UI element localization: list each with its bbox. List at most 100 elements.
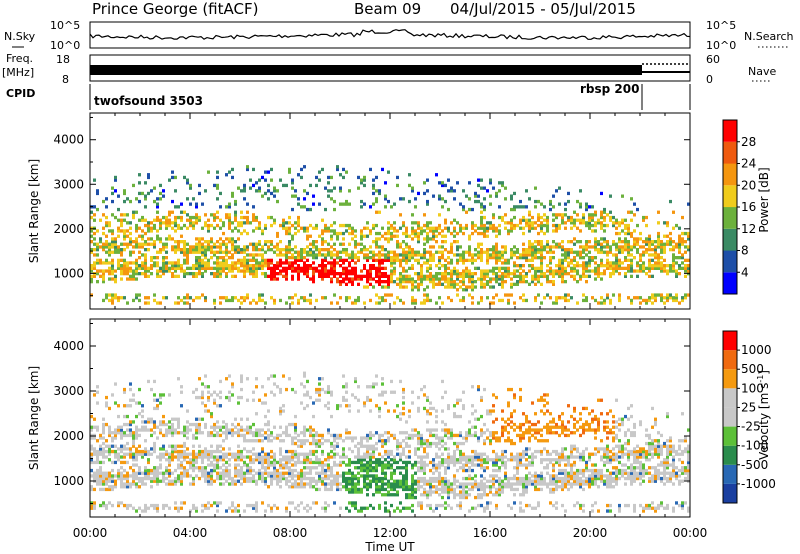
- velocity-cell: [402, 387, 405, 392]
- power-cell: [117, 226, 120, 230]
- velocity-cell: [150, 417, 153, 421]
- power-cell: [156, 301, 159, 305]
- power-cell: [486, 234, 489, 238]
- power-cell: [648, 298, 651, 303]
- power-cell: [189, 183, 192, 188]
- power-cell: [507, 266, 510, 270]
- power-cell: [588, 240, 591, 244]
- power-cell: [174, 264, 177, 268]
- velocity-cell: [264, 468, 267, 473]
- power-cell: [474, 280, 477, 284]
- power-cell: [159, 197, 162, 201]
- velocity-cell: [321, 452, 324, 456]
- power-cell: [321, 266, 324, 270]
- power-cell: [267, 261, 270, 265]
- velocity-cell: [348, 501, 351, 505]
- velocity-cell: [261, 476, 264, 481]
- velocity-cell: [279, 458, 282, 462]
- power-cell: [288, 248, 291, 252]
- power-cell: [510, 250, 513, 254]
- velocity-cell: [249, 476, 252, 481]
- velocity-cell: [252, 447, 255, 451]
- power-cell: [267, 240, 270, 244]
- nsky-label: N.Sky: [4, 30, 36, 43]
- velocity-cell: [330, 449, 333, 454]
- power-cell: [204, 256, 207, 260]
- power-cell: [657, 221, 660, 225]
- power-cell: [348, 261, 351, 265]
- velocity-cell: [414, 447, 417, 451]
- power-cell: [333, 261, 336, 265]
- power-cell: [264, 170, 267, 174]
- velocity-cell: [195, 395, 198, 400]
- power-cell: [669, 231, 672, 236]
- power-cell: [225, 205, 228, 209]
- velocity-cell: [360, 490, 363, 494]
- velocity-cell: [357, 509, 360, 513]
- power-cell: [642, 245, 645, 249]
- velocity-cell: [315, 441, 318, 446]
- velocity-cell: [186, 468, 189, 473]
- power-cell: [456, 221, 459, 225]
- velocity-cell: [279, 439, 282, 443]
- power-cell: [219, 237, 222, 241]
- power-cell: [294, 266, 297, 270]
- power-cell: [531, 256, 534, 260]
- power-cell: [537, 269, 540, 273]
- power-cell: [222, 264, 225, 268]
- velocity-cell: [111, 503, 114, 508]
- power-cell: [411, 264, 414, 268]
- power-cell: [558, 202, 561, 206]
- power-cell: [618, 237, 621, 241]
- cpid-segment-2: rbsp 200: [580, 82, 639, 96]
- power-cell: [576, 264, 579, 268]
- velocity-cell: [150, 420, 153, 424]
- power-cell: [372, 253, 375, 257]
- velocity-cell: [369, 460, 372, 465]
- velocity-cell: [378, 393, 381, 397]
- power-cell: [177, 245, 180, 249]
- velocity-cell: [348, 447, 351, 451]
- velocity-cell: [384, 493, 387, 497]
- power-cell: [105, 269, 108, 273]
- velocity-cell: [417, 409, 420, 413]
- power-cell: [186, 242, 189, 246]
- power-cell: [429, 250, 432, 254]
- velocity-cell: [261, 449, 264, 454]
- power-cell: [246, 245, 249, 249]
- power-cell: [459, 258, 462, 262]
- power-cell: [192, 272, 195, 276]
- velocity-cell: [111, 485, 114, 489]
- velocity-cell: [339, 404, 342, 408]
- velocity-cell: [405, 506, 408, 510]
- power-cell: [465, 210, 468, 214]
- power-cell: [627, 248, 630, 252]
- velocity-cell: [198, 428, 201, 432]
- power-cell: [135, 237, 138, 241]
- velocity-cell: [228, 476, 231, 481]
- power-cell: [336, 280, 339, 284]
- power-cell: [375, 189, 378, 193]
- power-cell: [483, 285, 486, 289]
- power-cell: [477, 199, 480, 204]
- power-cell: [681, 237, 684, 241]
- power-cell: [369, 272, 372, 276]
- velocity-cell: [270, 390, 273, 394]
- power-cell: [123, 191, 126, 196]
- power-cell: [117, 207, 120, 212]
- velocity-cell: [129, 387, 132, 392]
- velocity-cell: [162, 420, 165, 424]
- velocity-cell: [375, 441, 378, 446]
- power-cell: [102, 213, 105, 217]
- velocity-cell: [201, 471, 204, 475]
- power-cell: [297, 266, 300, 270]
- power-cell: [387, 250, 390, 254]
- power-cell: [336, 261, 339, 265]
- velocity-cell: [273, 452, 276, 456]
- power-cell: [528, 250, 531, 254]
- velocity-cell: [219, 425, 222, 429]
- velocity-cell: [249, 460, 252, 465]
- power-cell: [309, 248, 312, 252]
- power-cell: [192, 226, 195, 230]
- velocity-cell: [195, 509, 198, 513]
